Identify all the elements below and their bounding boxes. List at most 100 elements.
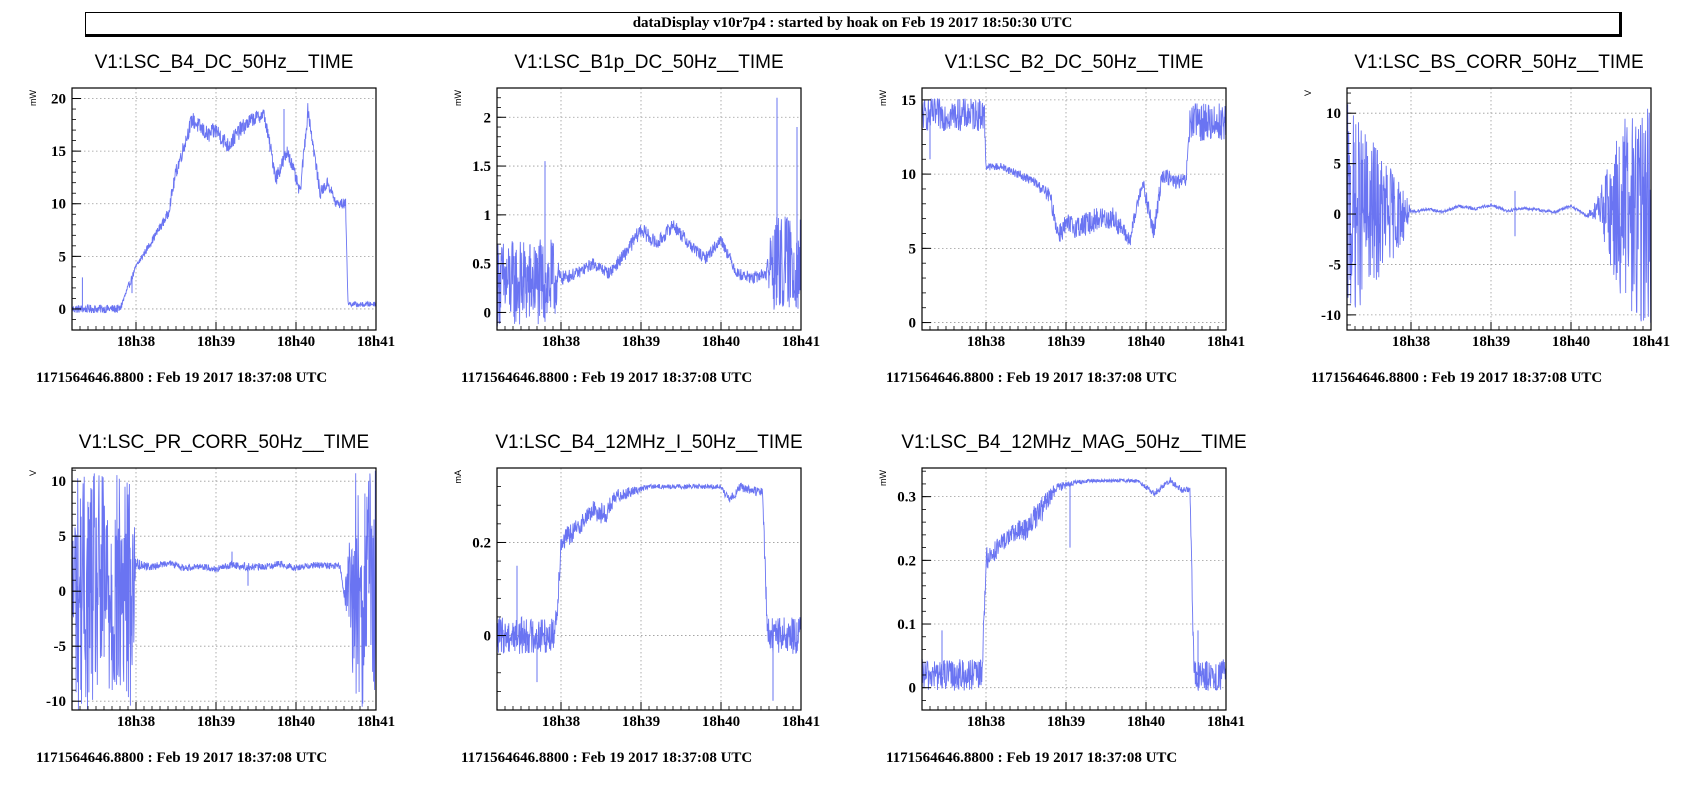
x-tick-label: 18h39: [197, 334, 235, 350]
chart-footer-timestamp: 1171564646.8800 : Feb 19 2017 18:37:08 U…: [886, 370, 1177, 386]
x-tick-label: 18h39: [1047, 714, 1085, 730]
x-tick-label: 18h39: [197, 714, 235, 730]
chart-footer-timestamp: 1171564646.8800 : Feb 19 2017 18:37:08 U…: [461, 750, 752, 766]
chart-panel-lsc-b2-dc: V1:LSC_B2_DC_50Hz__TIME 18h38 18h39 18h40 18…: [850, 40, 1275, 420]
chart-panel-lsc-pr-corr: V1:LSC_PR_CORR_50Hz__TIME 18h38 18h39 18h40…: [0, 420, 425, 800]
x-tick-label: 18h40: [1127, 334, 1165, 350]
y-tick-label: 5: [59, 249, 67, 265]
y-tick-label: -10: [46, 694, 66, 710]
chart-svg: V1:LSC_PR_CORR_50Hz__TIME 18h38 18h39 18h40…: [28, 432, 395, 766]
y-tick-label: -10: [1321, 308, 1341, 324]
x-tick-label: 18h40: [702, 334, 740, 350]
chart-svg: V1:LSC_B4_12MHz_MAG_50Hz__TIME 18h38 18h39…: [878, 432, 1247, 766]
series-line: [497, 216, 801, 327]
y-tick-label: -5: [54, 639, 67, 655]
y-tick-label: 0.5: [472, 257, 491, 273]
chart-svg: V1:LSC_BS_CORR_50Hz__TIME 18h38 18h39 18h40…: [1303, 52, 1670, 386]
y-axis-unit: mA: [453, 470, 463, 484]
x-tick-label: 18h40: [277, 714, 315, 730]
series-line: [922, 476, 1226, 691]
x-tick-label: 18h38: [542, 334, 580, 350]
chart-footer-timestamp: 1171564646.8800 : Feb 19 2017 18:37:08 U…: [36, 370, 327, 386]
y-tick-label: 5: [59, 529, 67, 545]
chart-footer-timestamp: 1171564646.8800 : Feb 19 2017 18:37:08 U…: [36, 750, 327, 766]
series-line: [497, 482, 801, 655]
chart-title: V1:LSC_B4_12MHz_MAG_50Hz__TIME: [901, 432, 1246, 453]
chart-title: V1:LSC_PR_CORR_50Hz__TIME: [79, 432, 369, 453]
x-tick-label: 18h38: [967, 714, 1005, 730]
y-axis-unit: mW: [28, 90, 38, 106]
y-axis-unit: mW: [878, 470, 888, 486]
x-tick-label: 18h40: [1552, 334, 1590, 350]
y-tick-label: 0.1: [897, 617, 916, 633]
x-tick-label: 18h41: [1632, 334, 1670, 350]
plot-frame: [71, 87, 377, 331]
y-tick-label: 0: [484, 629, 492, 645]
y-tick-label: 2: [484, 110, 492, 126]
chart-panel-lsc-b4-12mhz-i: V1:LSC_B4_12MHz_I_50Hz__TIME 18h38 18h39 18…: [425, 420, 850, 800]
y-axis-unit: V: [28, 470, 38, 476]
chart-title: V1:LSC_B4_DC_50Hz__TIME: [95, 52, 354, 73]
x-tick-label: 18h40: [1127, 714, 1165, 730]
x-tick-label: 18h39: [622, 334, 660, 350]
x-tick-label: 18h39: [1472, 334, 1510, 350]
y-tick-label: 15: [901, 93, 916, 109]
chart-title: V1:LSC_B2_DC_50Hz__TIME: [945, 52, 1204, 73]
y-tick-label: 0.2: [897, 553, 916, 569]
y-tick-label: 10: [51, 197, 66, 213]
y-axis-unit: mW: [878, 90, 888, 106]
grid: [497, 468, 802, 710]
y-tick-label: 1: [484, 208, 492, 224]
x-tick-label: 18h41: [357, 714, 395, 730]
y-axis-unit: mW: [453, 90, 463, 106]
chart-footer-timestamp: 1171564646.8800 : Feb 19 2017 18:37:08 U…: [1311, 370, 1602, 386]
x-tick-label: 18h41: [1207, 714, 1245, 730]
chart-title: V1:LSC_B1p_DC_50Hz__TIME: [514, 52, 783, 73]
x-tick-label: 18h41: [1207, 334, 1245, 350]
series-line: [1347, 104, 1651, 323]
x-tick-label: 18h38: [117, 334, 155, 350]
chart-svg: V1:LSC_B4_12MHz_I_50Hz__TIME 18h38 18h39 18…: [453, 432, 820, 766]
y-tick-label: 0: [1334, 207, 1342, 223]
chart-footer-timestamp: 1171564646.8800 : Feb 19 2017 18:37:08 U…: [461, 370, 752, 386]
y-tick-label: 0.2: [472, 535, 491, 551]
chart-title: V1:LSC_BS_CORR_50Hz__TIME: [1354, 52, 1643, 73]
x-tick-label: 18h40: [702, 714, 740, 730]
chart-panel-lsc-b4-12mhz-mag: V1:LSC_B4_12MHz_MAG_50Hz__TIME 18h38 18h39…: [850, 420, 1275, 800]
y-tick-label: 0: [484, 305, 492, 321]
x-tick-label: 18h39: [622, 714, 660, 730]
chart-panel-lsc-b4-dc: V1:LSC_B4_DC_50Hz__TIME 18h38 18h39 18h40 18…: [0, 40, 425, 420]
chart-svg: V1:LSC_B2_DC_50Hz__TIME 18h38 18h39 18h40 18…: [878, 52, 1245, 386]
x-tick-label: 18h41: [357, 334, 395, 350]
chart-footer-timestamp: 1171564646.8800 : Feb 19 2017 18:37:08 U…: [886, 750, 1177, 766]
y-tick-label: 5: [1334, 157, 1342, 173]
y-tick-label: 0.3: [897, 490, 916, 506]
y-tick-label: 0: [59, 584, 67, 600]
series-line: [72, 470, 376, 710]
series-line: [72, 103, 376, 314]
banner-title: dataDisplay v10r7p4 : started by hoak on…: [85, 12, 1622, 37]
x-tick-label: 18h38: [542, 714, 580, 730]
y-tick-label: 0: [59, 302, 67, 318]
y-tick-label: 0: [909, 681, 917, 697]
y-tick-label: -5: [1329, 257, 1342, 273]
x-tick-label: 18h39: [1047, 334, 1085, 350]
chart-panel-lsc-bs-corr: V1:LSC_BS_CORR_50Hz__TIME 18h38 18h39 18h40…: [1275, 40, 1695, 420]
y-tick-label: 20: [51, 92, 66, 108]
x-tick-label: 18h41: [782, 334, 820, 350]
x-tick-label: 18h38: [117, 714, 155, 730]
x-tick-label: 18h40: [277, 334, 315, 350]
chart-panel-lsc-b1p-dc: V1:LSC_B1p_DC_50Hz__TIME 18h38 18h39 18h40 1…: [425, 40, 850, 420]
y-tick-label: 0: [909, 316, 917, 332]
x-tick-label: 18h38: [967, 334, 1005, 350]
x-tick-label: 18h41: [782, 714, 820, 730]
plot-frame: [496, 467, 802, 711]
chart-title: V1:LSC_B4_12MHz_I_50Hz__TIME: [495, 432, 802, 453]
y-tick-label: 5: [909, 241, 917, 257]
x-tick-label: 18h38: [1392, 334, 1430, 350]
y-tick-label: 15: [51, 144, 66, 160]
y-tick-label: 10: [901, 167, 916, 183]
y-axis-unit: V: [1303, 90, 1313, 96]
y-tick-label: 1.5: [472, 159, 491, 175]
series-line: [922, 98, 1226, 246]
